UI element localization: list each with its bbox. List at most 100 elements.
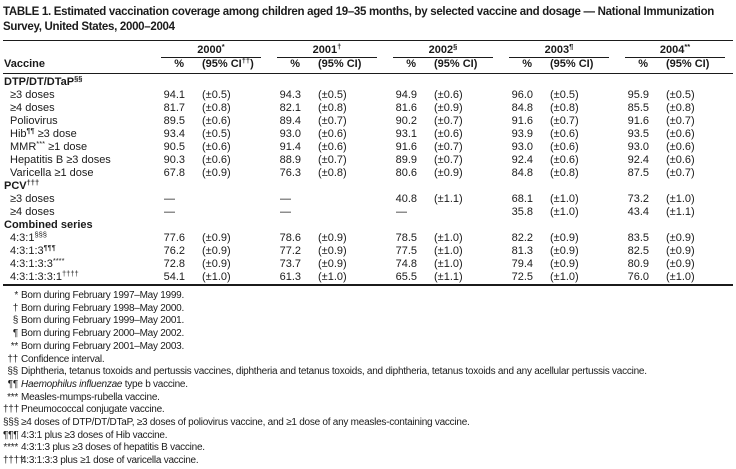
ci-cell: (±0.9)	[550, 232, 579, 244]
footnote-marker: §§	[7, 366, 18, 378]
ci-cell	[429, 206, 501, 219]
row-label: 4:3:1:3:3:1††††	[3, 269, 153, 285]
section-header-text: Combined series	[4, 219, 93, 231]
ci-cell: (±0.5)	[202, 89, 231, 101]
year-label: 2002	[428, 44, 454, 56]
table-row: ≥3 doses — — 40.8 (±1.1) 68.1 (±1.0) 73.2 (±1.0)	[3, 193, 733, 206]
footnote-marker: ¶	[12, 328, 18, 340]
year-label: 2001	[312, 44, 338, 56]
row-label-suffix: ≥3 dose	[34, 128, 77, 140]
ci-cell: (±0.6)	[666, 141, 695, 153]
ci-cell: (±0.5)	[202, 128, 231, 140]
percent-cell: 93.0	[279, 128, 301, 140]
percent-cell: 82.5	[627, 245, 649, 257]
table-row: Hib¶¶ ≥3 dose 93.4 (±0.5) 93.0 (±0.6) 93.1 (±0…	[3, 127, 733, 141]
ci-cell: (±1.0)	[550, 271, 579, 283]
section-footnote-marker: §§	[74, 74, 83, 83]
percent-cell: 68.1	[511, 193, 533, 205]
percent-cell: 92.4	[511, 154, 533, 166]
footnote-marker: **	[10, 340, 19, 352]
section-header-row: Combined series	[3, 219, 733, 232]
footnote: § Born during February 1999–May 2001.	[3, 315, 733, 328]
row-label-suffix: ≥1 dose	[45, 141, 88, 153]
footnote-text-pre: Born during February 1999–May 2001.	[21, 315, 185, 327]
table-row: MMR*** ≥1 dose 90.5 (±0.6) 91.4 (±0.6) 91.6 (±…	[3, 139, 733, 154]
ci-cell: (±0.9)	[550, 258, 579, 270]
ci-header: (95% CI)	[429, 58, 501, 74]
footnote-text: Haemophilus influenzae type b vaccine.	[21, 379, 733, 392]
footnote-marker: *	[14, 290, 18, 301]
percent-cell: 76.3	[279, 167, 301, 179]
percent-cell: —	[164, 206, 175, 218]
percent-header: %	[501, 58, 545, 74]
ci-cell: (±1.0)	[318, 271, 347, 283]
year-label: 2004	[659, 44, 685, 56]
ci-cell: (±0.8)	[550, 102, 579, 114]
ci-cell: (±0.9)	[318, 245, 347, 257]
footnote-text-pre: Measles-mumps-rubella vaccine.	[21, 391, 160, 403]
ci-cell: (±1.0)	[550, 206, 579, 218]
footnote-text: 4:3:1 plus ≥3 doses of Hib vaccine.	[21, 430, 733, 443]
footnote: ¶¶ Haemophilus influenzae type b vaccine.	[3, 379, 733, 392]
row-label: Varicella ≥1 dose	[3, 167, 153, 180]
year-footnote-marker: ¶	[569, 42, 574, 51]
ci-cell: (±0.6)	[550, 128, 579, 140]
footnote-marker: ****	[3, 442, 18, 454]
ci-header-text: (95% CI	[202, 58, 242, 70]
percent-cell: —	[164, 193, 175, 205]
row-label-text: 4:3:1:3	[10, 245, 44, 257]
percent-cell: 81.3	[511, 245, 533, 257]
footnote-text-italic: Haemophilus influenzae	[21, 378, 123, 390]
footnote-text-post: type b vaccine.	[122, 378, 188, 390]
percent-cell: 90.2	[395, 115, 417, 127]
percent-cell: 85.5	[627, 102, 649, 114]
table-row: 4:3:1:3¶¶¶ 76.2 (±0.9) 77.2 (±0.9) 77.5 (±1.0)…	[3, 244, 733, 258]
percent-cell: 93.5	[627, 128, 649, 140]
percent-cell: 84.8	[511, 102, 533, 114]
footnote-marker: ¶¶	[7, 378, 19, 390]
table-row: Varicella ≥1 dose 67.8 (±0.9) 76.3 (±0.8) 80.…	[3, 167, 733, 180]
ci-cell: (±0.8)	[666, 102, 695, 114]
section-header: Combined series	[3, 219, 733, 232]
ci-cell: (±0.8)	[202, 102, 231, 114]
footnote: §§§ ≥4 doses of DTP/DT/DTaP, ≥3 doses of …	[3, 417, 733, 430]
percent-cell: 43.4	[627, 206, 649, 218]
year-label: 2000	[197, 44, 222, 56]
ci-cell: (±0.7)	[318, 115, 347, 127]
percent-header: %	[153, 58, 197, 74]
percent-cell: 91.6	[627, 115, 649, 127]
percent-cell: 91.6	[395, 141, 417, 153]
table-body: DTP/DT/DTaP§§ ≥3 doses 94.1 (±0.5) 94.3 (±0.5…	[3, 74, 733, 286]
percent-cell: 81.7	[163, 102, 185, 114]
ci-header: (95% CI)	[545, 58, 617, 74]
ci-cell: (±0.9)	[666, 232, 695, 244]
footnote-text: ≥4 doses of DTP/DT/DTaP, ≥3 doses of pol…	[21, 417, 733, 430]
section-footnote-marker: †††	[26, 178, 40, 187]
footnote-text: Born during February 2000–May 2002.	[21, 328, 733, 341]
subheader-row: % (95% CI††) % (95% CI) % (95% CI) % (95…	[3, 57, 734, 74]
row-label-text: 4:3:1	[10, 232, 35, 244]
percent-cell: 79.4	[511, 258, 533, 270]
ci-header: (95% CI)	[313, 58, 385, 74]
ci-header: (95% CI††)	[197, 57, 269, 74]
year-header-2001: 2001†	[269, 40, 385, 58]
vaccine-column-header: Vaccine	[3, 40, 153, 74]
row-footnote-marker: ***	[36, 139, 46, 148]
row-label: 4:3:1:3¶¶¶	[3, 244, 153, 258]
ci-cell: (±0.7)	[318, 154, 347, 166]
row-footnote-marker: ††††	[62, 269, 79, 278]
ci-cell: (±0.6)	[318, 141, 347, 153]
footnote-text-pre: Born during February 2000–May 2002.	[21, 328, 185, 340]
percent-cell: 73.7	[279, 258, 301, 270]
footnote: ** Born during February 2001–May 2003.	[3, 341, 733, 354]
ci-header-text: )	[250, 58, 254, 70]
ci-cell: (±1.1)	[434, 193, 463, 205]
footnote-text-pre: Born during February 2001–May 2003.	[21, 340, 185, 352]
ci-cell: (±0.6)	[202, 141, 231, 153]
ci-cell: (±0.6)	[434, 89, 463, 101]
footnote-marker: ††††	[3, 455, 25, 467]
ci-cell: (±0.6)	[202, 154, 231, 166]
footnote-marker: §	[12, 315, 19, 327]
footnote-text: 4:3:1:3:3 plus ≥1 dose of varicella vacc…	[21, 455, 733, 468]
percent-cell: 95.9	[627, 89, 649, 101]
